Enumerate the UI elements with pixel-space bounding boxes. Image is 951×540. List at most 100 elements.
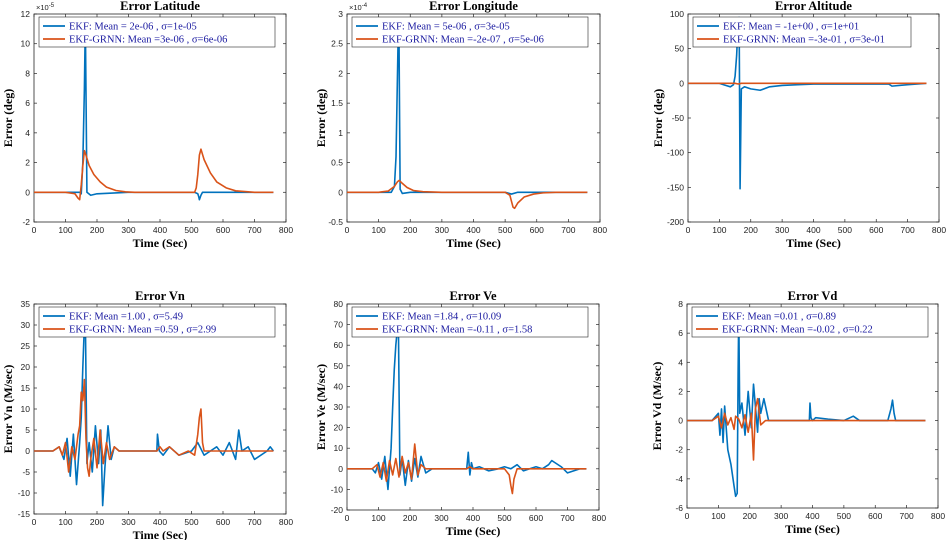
plot-area [347,319,587,495]
chart-title: Error Ve [449,289,497,303]
x-tick-label: 500 [184,225,198,235]
exponent-power: -4 [362,3,368,9]
y-tick-label: 5 [25,425,30,435]
legend: EKF: Mean = 5e-06 , σ=3e-05 EKF-GRNN: Mea… [351,16,589,48]
x-tick-label: 600 [529,513,543,523]
x-tick-label: 500 [184,517,198,527]
y-tick-label: 80 [334,299,344,309]
y-axis-label: Error Vd (M/sec) [650,362,664,451]
legend: EKF: Mean = -1e+00 , σ=1e+01 EKF-GRNN: Me… [692,16,912,48]
y-tick-label: 3 [338,9,343,19]
y-tick-label: 1 [338,128,343,138]
y-tick-label: 25 [21,341,31,351]
chart-6: 0 100 200 300 400 500 600 700 800 -6 -4 -2 0 2 4 6 8 Erro… [650,289,945,536]
chart-4: 0 100 200 300 400 500 600 700 800 -15 -10 -5 0 5 10 15 2… [1,289,293,540]
legend-entry: EKF: Mean =0.01 , σ=0.89 [722,312,836,323]
y-axis-label: Error (deg) [314,89,328,148]
chart-title: Error Longitude [429,0,518,13]
x-axis-label: Time (Sec) [446,236,501,250]
x-tick-label: 500 [838,225,852,235]
chart-title: Error Vn [135,289,185,303]
x-axis-label: Time (Sec) [786,236,841,250]
exponent-base: ×10 [349,3,362,12]
y-tick-label: -2 [675,445,683,455]
x-tick-label: 600 [868,511,882,521]
y-tick-label: 50 [334,361,344,371]
x-tick-label: 400 [806,225,820,235]
x-tick-label: 700 [560,513,574,523]
x-tick-label: 100 [712,225,726,235]
y-tick-label: 0 [679,78,684,88]
series-line-ekf [687,310,926,498]
y-tick-label: 20 [21,362,31,372]
y-tick-label: -10 [18,488,31,498]
x-tick-label: 100 [371,513,385,523]
y-tick-label: -150 [667,182,684,192]
y-axis-label: Error (deg) [651,89,665,148]
y-tick-label: -200 [667,217,684,227]
y-tick-label: 15 [21,383,31,393]
series-line-ekf-grnn [34,378,274,478]
x-tick-label: 300 [435,225,449,235]
axis-exponent: ×10-4 [349,3,368,12]
legend: EKF: Mean =1.00 , σ=5.49 EKF-GRNN: Mean =… [38,306,276,338]
legend-entry: EKF-GRNN: Mean =-3e-01 , σ=3e-01 [723,35,885,46]
legend-entry: EKF-GRNN: Mean =3e-06 , σ=6e-06 [69,35,227,46]
legend-entry: EKF-GRNN: Mean =-0.02 , σ=0.22 [722,325,873,336]
y-tick-label: 10 [21,39,31,49]
y-tick-label: -2 [22,217,30,227]
x-tick-label: 800 [279,517,293,527]
legend: EKF: Mean =1.84 , σ=10.09 EKF-GRNN: Mean … [351,306,589,338]
y-tick-label: -50 [672,113,685,123]
plot-area [347,19,588,210]
x-tick-label: 0 [32,225,37,235]
chart-1: 0 100 200 300 400 500 600 700 800-2024681012×10-… [1,0,293,250]
chart-title: Error Altitude [775,0,852,13]
legend-entry: EKF: Mean = 2e-06 , σ=1e-05 [69,22,197,33]
x-tick-label: 200 [744,225,758,235]
x-tick-label: 800 [932,225,946,235]
plot-area [688,16,927,190]
x-tick-label: 200 [90,517,104,527]
y-tick-label: 10 [21,404,31,414]
y-tick-label: 35 [21,299,31,309]
y-tick-label: 6 [678,328,683,338]
y-tick-label: -5 [22,467,30,477]
y-tick-label: 20 [334,423,344,433]
y-tick-label: -100 [667,148,684,158]
y-tick-label: 50 [675,44,685,54]
x-tick-label: 0 [345,513,350,523]
x-tick-label: 700 [900,511,914,521]
x-axis-label: Time (Sec) [446,524,501,538]
y-tick-label: 0 [25,446,30,456]
y-tick-label: 4 [25,128,30,138]
y-tick-label: 100 [670,9,684,19]
chart-title: Error Latitude [120,0,200,13]
chart-2: 0 100 200 300 400 500 600 700 800-0.500.511.522.… [314,0,607,250]
legend: EKF: Mean = 2e-06 , σ=1e-05 EKF-GRNN: Mea… [38,16,276,48]
x-tick-label: 300 [121,517,135,527]
x-tick-label: 600 [216,225,230,235]
x-tick-label: 200 [743,511,757,521]
legend-entry: EKF: Mean =1.00 , σ=5.49 [69,312,183,323]
legend-box [351,306,589,338]
chart-title: Error Vd [788,289,838,303]
x-tick-label: 0 [686,225,691,235]
x-tick-label: 100 [58,517,72,527]
y-tick-label: 0 [678,416,683,426]
chart-5: 0 100 200 300 400 500 600 700 800 -20 -10 0 10 20 30 40… [314,289,606,538]
x-tick-label: 0 [32,517,37,527]
series-line-ekf [34,315,275,507]
y-tick-label: 40 [334,381,344,391]
x-tick-label: 600 [216,517,230,527]
x-tick-label: 500 [837,511,851,521]
x-tick-label: 800 [279,225,293,235]
x-tick-label: 200 [403,225,417,235]
x-tick-label: 200 [90,225,104,235]
x-tick-label: 100 [372,225,386,235]
exponent-base: ×10 [36,3,49,12]
x-tick-label: 300 [121,225,135,235]
y-tick-label: 1.5 [331,98,343,108]
x-tick-label: 100 [58,225,72,235]
